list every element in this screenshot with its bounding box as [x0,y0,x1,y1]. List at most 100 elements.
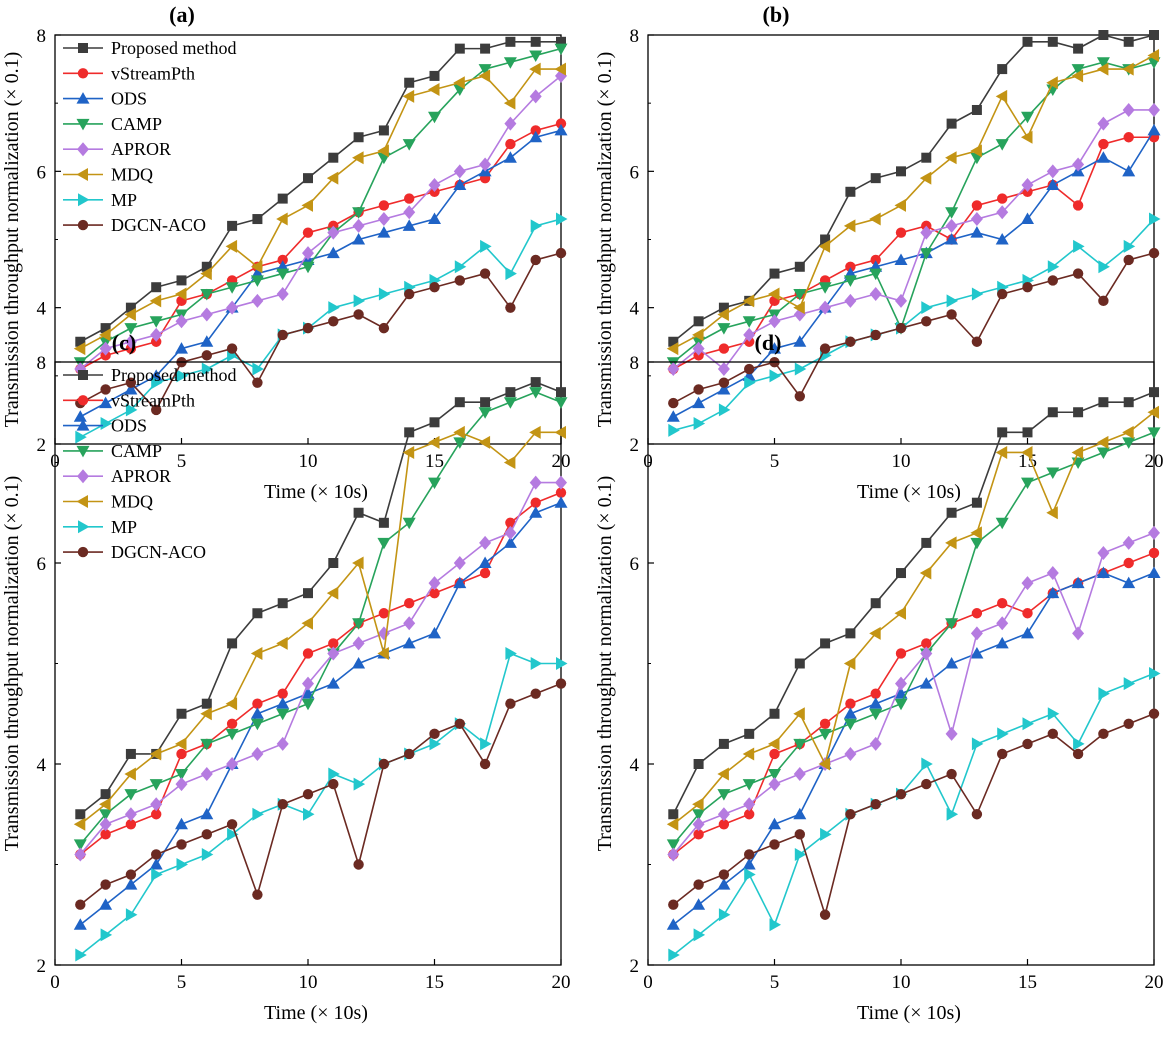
data-point-mdq [200,267,212,281]
x-tick-label: 10 [892,451,911,472]
data-point-apror [1072,626,1085,641]
data-point-camp [200,289,214,301]
data-point-proposed-method [176,275,187,286]
series-camp [73,387,568,851]
data-point-mdq [995,445,1008,459]
data-point-apror [667,362,680,377]
data-point-camp [793,289,807,301]
data-point-apror [1072,157,1085,172]
series-dgcn-aco [668,708,1160,920]
legend-marker-dgcn-aco [77,546,89,558]
data-point-proposed-method [100,323,111,334]
data-point-proposed-method [252,214,263,225]
data-point-dgcn-aco [1072,748,1084,760]
data-point-apror [327,646,340,661]
data-point-vstreampth [404,598,415,609]
data-point-mdq [1096,435,1109,449]
data-point-camp [225,282,239,294]
data-point-mp [505,267,517,281]
data-point-dgcn-aco [302,788,314,800]
data-point-mdq [503,96,516,110]
x-axis-title: Time (× 10s) [264,1002,368,1024]
y-axis-title: Transmission throughput normalization (×… [1,52,23,428]
data-point-mdq [818,757,831,771]
data-point-camp [1046,467,1060,480]
x-tick-label: 0 [50,972,60,993]
data-point-camp [768,769,781,781]
x-axis-title: Time (× 10s) [264,481,368,503]
data-point-apror [403,616,416,631]
data-point-mdq [1122,62,1134,76]
series-line-mdq [79,68,561,350]
data-point-apror [226,300,239,315]
data-point-apror [124,334,137,349]
data-point-proposed-method [125,748,136,759]
data-point-vstreampth [895,227,907,238]
data-point-apror [970,626,983,641]
data-point-mp [1047,707,1060,721]
data-point-dgcn-aco [1123,254,1134,266]
series-proposed-method [668,387,1159,820]
data-point-apror [692,341,705,356]
data-point-mdq [843,657,856,670]
data-point-dgcn-aco [819,343,831,354]
data-point-mdq [894,198,906,212]
data-point-mdq [377,144,389,158]
data-point-dgcn-aco [100,384,111,395]
data-point-dgcn-aco [769,839,780,850]
data-point-camp [717,789,731,801]
data-point-dgcn-aco [693,879,704,890]
legend-label-mdq: MDQ [111,165,153,185]
data-point-camp [276,708,290,721]
data-point-apror [793,767,806,782]
data-point-mp [718,908,731,922]
data-point-vstreampth [1072,200,1084,211]
data-point-apror [768,314,781,329]
data-point-proposed-method [1022,36,1033,47]
data-point-dgcn-aco [1123,718,1134,729]
data-point-vstreampth [819,718,831,729]
data-point-dgcn-aco [895,788,907,800]
data-point-vstreampth [302,227,314,238]
y-tick-label: 6 [630,554,640,575]
data-point-dgcn-aco [845,336,856,347]
data-point-mp [946,294,959,308]
data-point-dgcn-aco [794,829,805,840]
data-point-vstreampth [1123,132,1134,143]
panel-d: (d) 0 5 10 15 20 2 4 6 8 Time (× 10s) Transmission … [594,330,1164,1024]
data-point-proposed-method [718,302,729,313]
data-point-proposed-method [125,302,136,313]
series-apror [667,525,1160,862]
data-point-mdq [869,626,881,640]
data-point-camp [73,839,87,851]
data-point-mp [227,827,239,841]
data-point-camp [742,316,756,328]
data-point-mdq [793,707,805,721]
data-point-vstreampth [1123,557,1134,569]
data-point-proposed-method [870,173,881,184]
data-point-dgcn-aco [819,909,831,920]
data-point-ods [970,646,984,659]
x-tick-label: 15 [1018,972,1037,993]
data-point-proposed-method [896,166,906,177]
data-point-dgcn-aco [277,799,288,810]
data-point-ods [200,807,214,820]
series-mdq [666,405,1159,831]
data-point-mp [328,301,340,315]
data-point-vstreampth [176,748,187,760]
data-point-proposed-method [151,282,162,293]
data-point-proposed-method [353,507,364,518]
legend-marker-camp [76,445,90,458]
data-point-dgcn-aco [1098,295,1109,307]
data-point-vstreampth [997,193,1008,204]
legend-marker-dgcn-aco [77,219,89,231]
legend-label-apror: APROR [111,139,171,159]
data-point-mdq [301,198,313,212]
legend-marker-mp [78,193,90,207]
data-point-proposed-method [429,417,440,428]
data-point-dgcn-aco [718,869,730,880]
data-point-apror [453,164,466,179]
data-point-mdq [970,526,982,540]
data-point-apror [175,777,188,792]
data-point-apror [302,676,314,691]
